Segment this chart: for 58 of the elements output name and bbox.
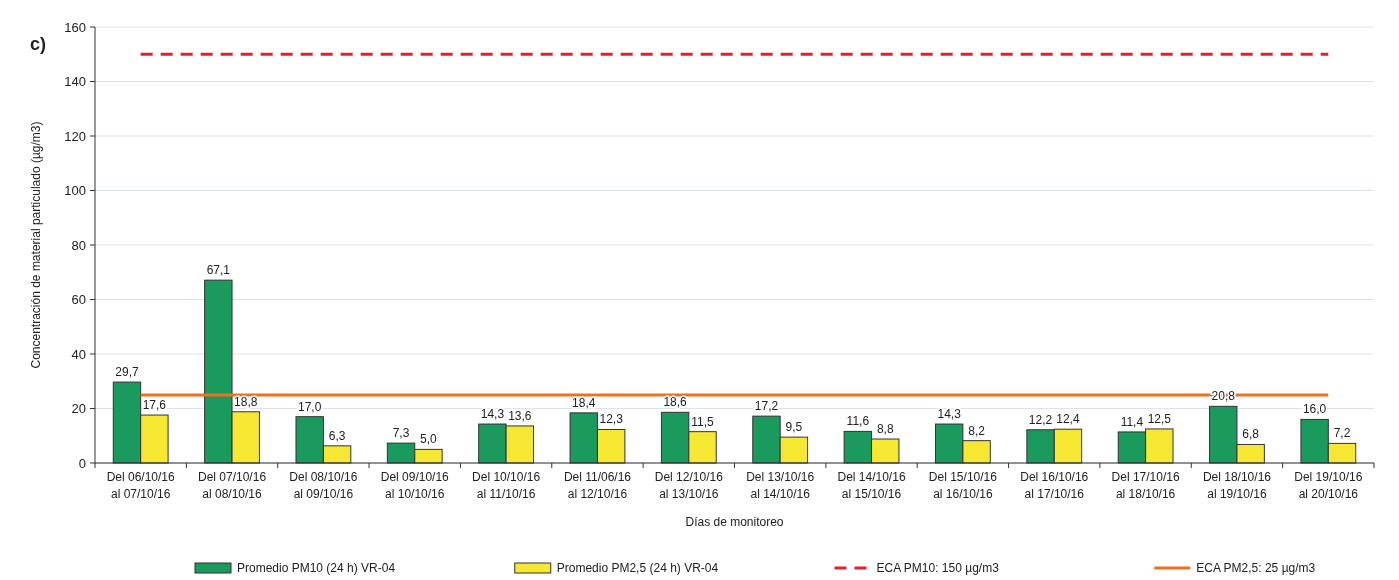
y-tick-label: 120: [64, 128, 86, 144]
data-label: 6,3: [328, 428, 346, 443]
x-tick-label: Del 14/10/16 al 15/10/16: [837, 470, 906, 501]
y-tick-label: 80: [71, 237, 86, 253]
data-label: 17,6: [142, 398, 167, 413]
data-label: 17,2: [754, 399, 779, 414]
legend-label: Promedio PM10 (24 h) VR-04: [237, 561, 396, 576]
data-label: 18,4: [572, 395, 596, 410]
data-label: 11,5: [691, 414, 715, 429]
x-tick-label: Del 06/10/16 al 07/10/16: [106, 470, 176, 501]
data-label: 67,1: [206, 263, 231, 278]
data-label: 18,8: [234, 394, 258, 409]
data-label: 14,3: [480, 407, 505, 422]
data-label: 6,8: [1242, 427, 1260, 442]
legend-label: ECA PM2,5: 25 µg/m3: [1196, 561, 1316, 576]
y-tick-label: 0: [78, 455, 86, 471]
y-tick-label: 160: [64, 19, 86, 35]
y-tick-label: 100: [64, 183, 86, 199]
data-label: 12,4: [1056, 412, 1080, 427]
x-tick-label: Del 13/10/16 al 14/10/16: [746, 470, 815, 501]
y-tick-label: 40: [71, 346, 86, 362]
data-label: 29,7: [115, 365, 139, 380]
x-tick-label: Del 16/10/16 al 17/10/16: [1020, 470, 1089, 501]
data-label: 12,5: [1147, 411, 1172, 426]
x-tick-label: Del 15/10/16 al 16/10/16: [928, 470, 998, 501]
data-label: 8,2: [968, 423, 986, 438]
data-label: 14,3: [937, 407, 962, 422]
y-tick-label: 140: [64, 74, 86, 90]
data-label: 11,4: [1120, 414, 1144, 429]
data-label: 17,0: [298, 399, 322, 414]
x-tick-label: Del 08/10/16 al 09/10/16: [289, 470, 358, 501]
data-label: 7,3: [392, 426, 410, 441]
x-tick-label: Del 18/10/16 al 19/10/16: [1202, 470, 1272, 501]
y-tick-label: 60: [71, 292, 86, 308]
data-label: 16,0: [1302, 402, 1327, 417]
legend-label: Promedio PM2,5 (24 h) VR-04: [556, 561, 719, 576]
x-tick-label: Del 19/10/16 al 20/10/16: [1294, 470, 1363, 501]
data-label: 13,6: [508, 408, 532, 423]
data-label: 12,3: [599, 412, 624, 427]
y-tick-label: 20: [71, 401, 86, 417]
data-label: 8,8: [876, 422, 894, 437]
x-tick-label: Del 10/10/16 al 11/10/16: [472, 470, 541, 501]
x-tick-label: Del 09/10/16 al 10/10/16: [380, 470, 450, 501]
data-label: 5,0: [420, 432, 438, 447]
data-label: 20,8: [1211, 389, 1236, 404]
data-label: 12,2: [1028, 412, 1053, 427]
data-label: 7,2: [1333, 426, 1351, 441]
x-tick-label: Del 11/06/16 al 12/10/16: [563, 470, 632, 501]
x-axis-title: Días de monitoreo: [685, 515, 784, 529]
data-label: 18,6: [663, 395, 688, 410]
data-label: 11,6: [846, 414, 870, 429]
chart-title: c): [30, 34, 47, 54]
x-tick-label: Del 12/10/16 al 13/10/16: [654, 470, 724, 501]
x-tick-label: Del 07/10/16 al 08/10/16: [198, 470, 267, 501]
x-tick-label: Del 17/10/16 al 18/10/16: [1111, 470, 1180, 501]
legend-label: ECA PM10: 150 µg/m3: [876, 561, 1000, 576]
y-axis-title: Concentración de material particulado (µg/m3): [29, 121, 43, 369]
data-label: 9,5: [785, 420, 803, 435]
